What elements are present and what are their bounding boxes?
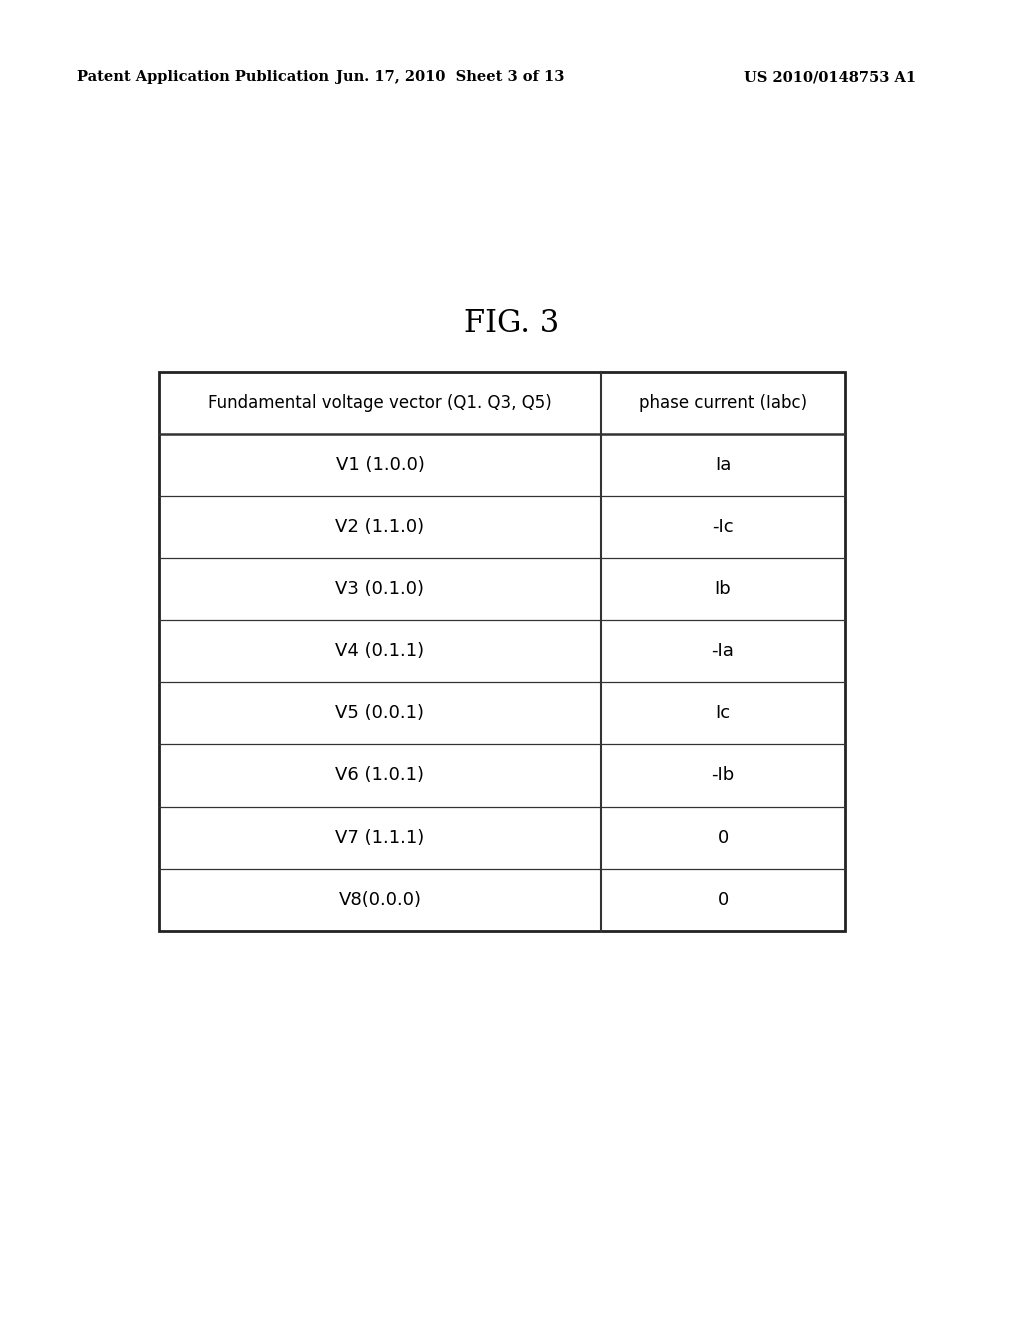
- Text: V2 (1.1.0): V2 (1.1.0): [336, 519, 425, 536]
- Text: FIG. 3: FIG. 3: [464, 308, 560, 339]
- Text: V6 (1.0.1): V6 (1.0.1): [336, 767, 425, 784]
- Text: 0: 0: [718, 829, 729, 846]
- Text: Patent Application Publication: Patent Application Publication: [77, 70, 329, 84]
- Text: Ic: Ic: [716, 705, 730, 722]
- Text: Fundamental voltage vector (Q1. Q3, Q5): Fundamental voltage vector (Q1. Q3, Q5): [208, 395, 552, 412]
- Text: V8(0.0.0): V8(0.0.0): [339, 891, 422, 908]
- Text: phase current (Iabc): phase current (Iabc): [639, 395, 807, 412]
- Text: US 2010/0148753 A1: US 2010/0148753 A1: [744, 70, 916, 84]
- Bar: [159, 372, 845, 931]
- Text: V7 (1.1.1): V7 (1.1.1): [335, 829, 425, 846]
- Text: Ib: Ib: [715, 581, 731, 598]
- Text: -Ib: -Ib: [712, 767, 734, 784]
- Text: -Ic: -Ic: [713, 519, 734, 536]
- Text: -Ia: -Ia: [712, 643, 734, 660]
- Text: 0: 0: [718, 891, 729, 908]
- Text: Jun. 17, 2010  Sheet 3 of 13: Jun. 17, 2010 Sheet 3 of 13: [336, 70, 565, 84]
- Text: Ia: Ia: [715, 457, 731, 474]
- Text: V1 (1.0.0): V1 (1.0.0): [336, 457, 424, 474]
- Text: V5 (0.0.1): V5 (0.0.1): [336, 705, 425, 722]
- Text: V3 (0.1.0): V3 (0.1.0): [336, 581, 425, 598]
- Text: V4 (0.1.1): V4 (0.1.1): [336, 643, 425, 660]
